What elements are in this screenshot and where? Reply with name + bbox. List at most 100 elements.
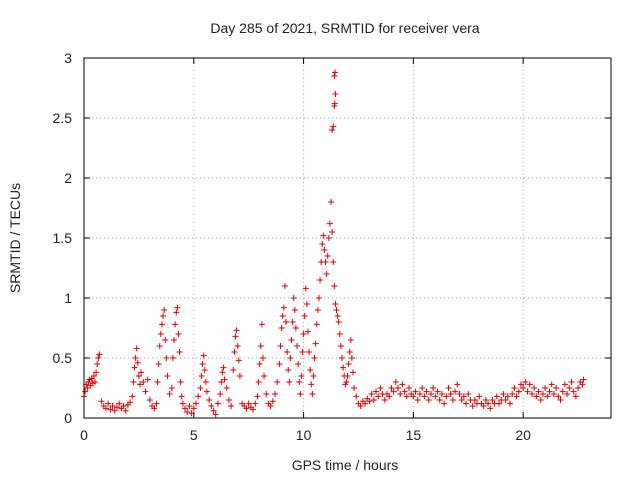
- data-point: [319, 241, 326, 247]
- data-point: [535, 388, 542, 395]
- data-point: [155, 361, 162, 367]
- data-point: [517, 381, 524, 388]
- data-point: [142, 388, 149, 395]
- data-point: [463, 400, 470, 407]
- y-axis-label: SRMTID / TECUs: [7, 183, 23, 293]
- data-point: [515, 388, 522, 395]
- data-point: [330, 259, 337, 265]
- data-point: [162, 337, 169, 343]
- data-point: [337, 343, 344, 349]
- data-point: [550, 391, 557, 397]
- data-point: [487, 405, 494, 412]
- data-point: [233, 327, 240, 334]
- data-point: [537, 397, 544, 403]
- data-point: [289, 319, 296, 325]
- data-point: [283, 319, 290, 325]
- data-point: [231, 349, 238, 355]
- data-point: [311, 355, 318, 361]
- data-point: [325, 235, 332, 241]
- data-point: [559, 388, 566, 395]
- data-point: [425, 397, 432, 403]
- data-point: [323, 271, 330, 277]
- data-point: [96, 351, 103, 358]
- data-point: [195, 393, 202, 400]
- y-tick-label: 1: [64, 290, 72, 306]
- data-point: [278, 325, 285, 331]
- data-point: [138, 369, 145, 376]
- x-tick-label: 0: [80, 427, 88, 443]
- data-point: [111, 407, 118, 414]
- data-point: [250, 406, 257, 413]
- data-point: [132, 355, 139, 361]
- data-point: [153, 400, 160, 407]
- data-point: [287, 355, 294, 361]
- data-point: [447, 391, 454, 397]
- data-point: [280, 304, 287, 311]
- data-point: [234, 343, 241, 349]
- y-tick-label: 3: [64, 50, 72, 66]
- data-point: [169, 355, 176, 361]
- data-point: [192, 400, 199, 407]
- data-point: [269, 398, 276, 405]
- data-point: [328, 199, 335, 205]
- data-point: [493, 393, 500, 400]
- data-point: [184, 409, 191, 415]
- data-point: [432, 393, 439, 400]
- data-point: [174, 304, 181, 311]
- data-point: [161, 307, 168, 313]
- data-point: [465, 391, 472, 397]
- data-point: [566, 385, 573, 391]
- data-point: [348, 355, 355, 361]
- data-point: [220, 364, 227, 371]
- data-point: [401, 388, 408, 395]
- y-tick-label: 0: [64, 410, 72, 426]
- data-point: [186, 403, 193, 409]
- data-point: [476, 393, 483, 400]
- data-point: [482, 397, 489, 403]
- data-point: [230, 367, 237, 373]
- data-point: [303, 301, 310, 307]
- data-point: [219, 369, 226, 376]
- data-point: [127, 399, 134, 406]
- data-point: [480, 403, 487, 409]
- data-point: [166, 391, 173, 397]
- data-point: [178, 393, 185, 400]
- data-point: [203, 388, 210, 395]
- data-point: [340, 364, 347, 371]
- data-point: [511, 385, 518, 391]
- data-point: [298, 373, 305, 379]
- data-point: [218, 379, 225, 385]
- data-point: [285, 367, 292, 373]
- data-point: [102, 405, 109, 412]
- data-point: [225, 397, 232, 403]
- data-point: [390, 388, 397, 395]
- data-point: [564, 391, 571, 397]
- data-point: [320, 232, 327, 239]
- data-point: [513, 393, 520, 400]
- data-point: [502, 397, 509, 403]
- data-point: [555, 393, 562, 400]
- data-point: [276, 361, 283, 367]
- data-point: [212, 411, 219, 418]
- chart-title: Day 285 of 2021, SRMTID for receiver ver…: [210, 20, 479, 36]
- data-point: [122, 407, 129, 414]
- data-point: [568, 379, 575, 385]
- data-point: [146, 397, 153, 403]
- data-point: [366, 398, 373, 405]
- data-point: [485, 400, 492, 407]
- data-point: [423, 388, 430, 395]
- data-point: [333, 307, 340, 313]
- data-point: [299, 349, 306, 355]
- data-point: [177, 379, 184, 385]
- data-point: [557, 397, 564, 403]
- data-point: [351, 385, 358, 391]
- x-tick-label: 20: [515, 427, 531, 443]
- y-tick-label: 2: [64, 170, 72, 186]
- data-point: [392, 379, 399, 385]
- data-point: [579, 381, 586, 388]
- data-point: [458, 397, 465, 403]
- data-point: [288, 337, 295, 343]
- data-point: [489, 397, 496, 403]
- data-point: [131, 364, 138, 371]
- data-point: [357, 403, 364, 409]
